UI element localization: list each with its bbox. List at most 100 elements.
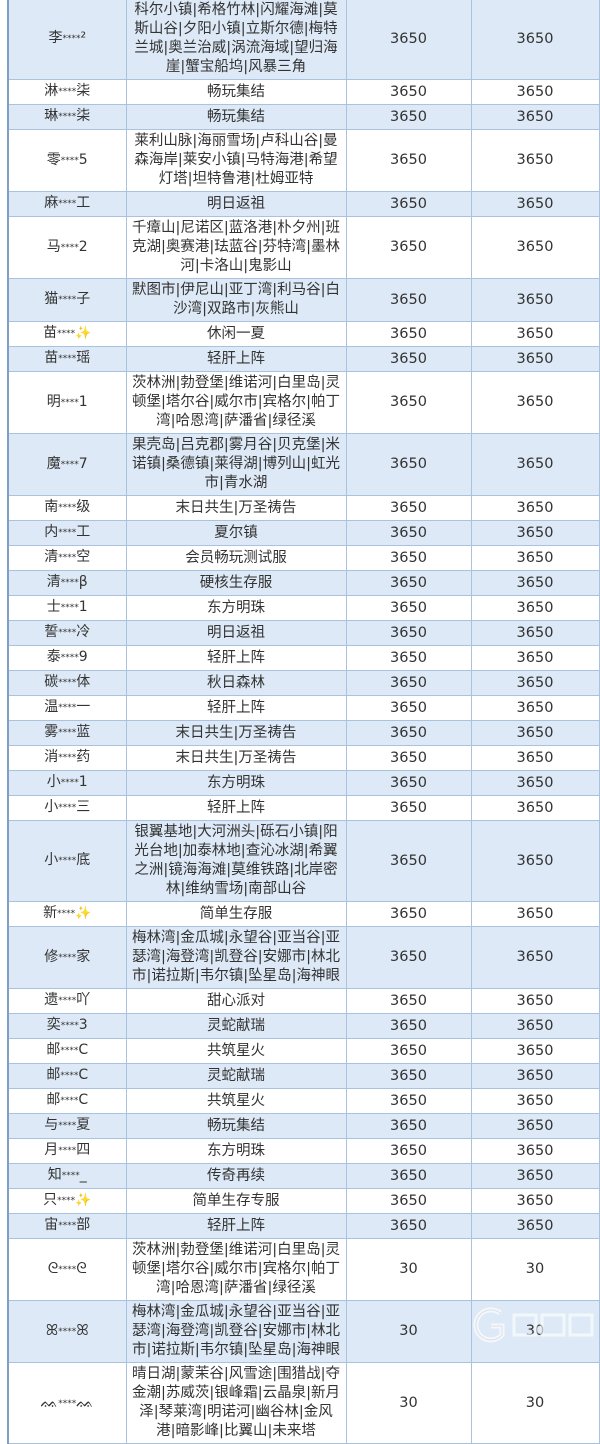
name-prefix: 邮 xyxy=(46,1092,61,1108)
player-name: 南****级 xyxy=(7,495,127,521)
name-mask: **** xyxy=(58,856,77,866)
server-list: 硬核生存服 xyxy=(125,570,347,596)
name-prefix: 琳 xyxy=(44,108,59,124)
name-prefix: 小 xyxy=(46,774,61,790)
name-prefix: ᨐ xyxy=(40,1392,59,1411)
value-b: 3650 xyxy=(470,1138,600,1164)
name-suffix: 工 xyxy=(76,195,91,211)
value-a: 3650 xyxy=(345,1013,472,1039)
server-list: 默图市|伊尼山|亚丁湾|利马谷|白沙湾|双路市|灰熊山 xyxy=(125,278,347,322)
player-name: 奕****3 xyxy=(7,1013,127,1039)
value-a: 3650 xyxy=(345,104,472,130)
value-a: 3650 xyxy=(345,545,472,571)
name-mask: **** xyxy=(58,1327,77,1337)
player-name: 琳****柒 xyxy=(7,104,127,130)
table-row: 猫****子 默图市|伊尼山|亚丁湾|利马谷|白沙湾|双路市|灰熊山 3650 365… xyxy=(7,278,600,322)
name-mask: **** xyxy=(60,242,79,253)
name-suffix: 2 xyxy=(78,238,88,255)
server-list: 甜心派对 xyxy=(125,988,347,1014)
value-a: 3650 xyxy=(345,1088,472,1114)
value-a: 3650 xyxy=(345,645,472,671)
table-row: 明****1 茨林洲|勃登堡|维诺河|白里岛|灵顿堡|塔尔谷|威尔市|宾格尔|帕丁… xyxy=(7,371,600,434)
name-prefix: 小 xyxy=(44,852,59,868)
value-b: 3650 xyxy=(470,104,600,130)
name-suffix: 空 xyxy=(76,549,91,565)
name-mask: **** xyxy=(58,952,77,963)
server-list: 东方明珠 xyxy=(125,1138,347,1164)
server-list: 轻肝上阵 xyxy=(125,346,347,372)
table-row: 马****2 千瘴山|尼诺区|蓝洛港|朴夕州|班克湖|奥赛港|珐蓝谷|芬特湾|墨林… xyxy=(7,216,600,279)
name-prefix: 新 xyxy=(43,905,58,921)
name-mask: **** xyxy=(58,678,77,688)
player-name: 誓****冷 xyxy=(7,620,127,646)
name-suffix: ᘓ xyxy=(76,1259,87,1277)
name-mask: **** xyxy=(58,628,77,638)
value-a: 3650 xyxy=(345,278,472,322)
name-prefix: 魔 xyxy=(46,455,61,472)
server-list: 明日返祖 xyxy=(125,191,347,217)
server-list: 畅玩集结 xyxy=(125,104,347,130)
sparkle-icon: ✨ xyxy=(75,906,92,921)
name-prefix: 内 xyxy=(44,524,59,540)
value-a: 3650 xyxy=(345,770,472,796)
server-list: 共筑星火 xyxy=(125,1038,347,1064)
player-name: 猫****子 xyxy=(7,278,127,322)
name-prefix: 消 xyxy=(44,749,59,765)
name-mask: **** xyxy=(58,1265,77,1275)
player-name: 只****✨ xyxy=(7,1188,127,1214)
player-name: 小****底 xyxy=(7,820,127,902)
name-mask: **** xyxy=(58,1398,77,1409)
name-prefix: 邮 xyxy=(46,1067,61,1083)
table-row: 小****1 东方明珠 3650 3650 xyxy=(7,770,600,796)
name-suffix: 级 xyxy=(76,499,91,515)
player-name: 新****✨ xyxy=(7,901,127,927)
name-suffix: 底 xyxy=(76,852,91,868)
server-list: 茨林洲|勃登堡|维诺河|白里岛|灵顿堡|塔尔谷|威尔市|宾格尔|帕丁湾|哈恩湾|… xyxy=(125,371,347,434)
table-row: 麻****工 明日返祖 3650 3650 xyxy=(7,191,600,217)
player-name: 零****5 xyxy=(7,129,127,192)
table-row: 苗****✨ 休闲一夏 3650 3650 xyxy=(7,321,600,347)
table-row: 邮****C 灵蛇献瑞 3650 3650 xyxy=(7,1063,600,1089)
value-b: 3650 xyxy=(470,129,600,192)
player-name: 明****1 xyxy=(7,371,127,434)
server-list: 传奇再续 xyxy=(125,1163,347,1189)
name-mask: **** xyxy=(60,653,79,663)
table-row: 小****三 轻肝上阵 3650 3650 xyxy=(7,795,600,821)
name-mask: **** xyxy=(60,778,79,788)
server-list: 东方明珠 xyxy=(125,770,347,796)
server-list: 末日共生|万圣祷告 xyxy=(125,495,347,521)
value-b: 3650 xyxy=(470,988,600,1014)
name-mask: **** xyxy=(58,803,77,813)
name-suffix: 家 xyxy=(76,948,91,965)
server-list: 轻肝上阵 xyxy=(125,795,347,821)
name-prefix: 猫 xyxy=(44,291,59,307)
value-a: 3650 xyxy=(345,570,472,596)
name-prefix: 奕 xyxy=(46,1017,61,1033)
name-prefix: 小 xyxy=(44,799,59,815)
value-b: 30 xyxy=(470,1362,600,1444)
value-b: 3650 xyxy=(470,770,600,796)
name-mask: **** xyxy=(58,503,77,513)
name-prefix: 南 xyxy=(44,499,59,515)
name-prefix: 只 xyxy=(43,1192,58,1208)
table-row: 零****5 莱利山脉|海丽雪场|卢科山谷|曼森海岸|莱安小镇|马特海港|希望灯塔… xyxy=(7,129,600,192)
server-list: 明日返祖 xyxy=(125,620,347,646)
table-row: 月****四 东方明珠 3650 3650 xyxy=(7,1138,600,1164)
value-b: 30 xyxy=(470,1238,600,1301)
table-row: 淋****柒 畅玩集结 3650 3650 xyxy=(7,79,600,105)
name-suffix: 柒 xyxy=(76,83,91,99)
player-name: 知****_ xyxy=(7,1163,127,1189)
player-name: 淋****柒 xyxy=(7,79,127,105)
name-suffix: 子 xyxy=(76,291,91,307)
value-a: 3650 xyxy=(345,0,472,80)
value-a: 3650 xyxy=(345,216,472,279)
table-row: 誓****冷 明日返祖 3650 3650 xyxy=(7,620,600,646)
name-prefix: 士 xyxy=(46,599,61,615)
value-b: 3650 xyxy=(470,346,600,372)
value-b: 3650 xyxy=(470,216,600,279)
name-suffix: 柒 xyxy=(76,108,91,124)
value-a: 3650 xyxy=(345,321,472,347)
name-mask: **** xyxy=(58,87,77,97)
table-row: 邮****C 共筑星火 3650 3650 xyxy=(7,1038,600,1064)
value-b: 3650 xyxy=(470,1088,600,1114)
